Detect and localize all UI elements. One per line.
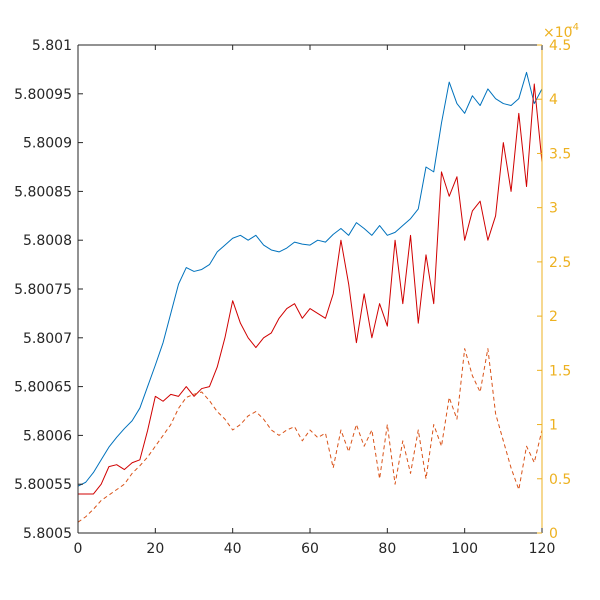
- x-tick-label: 80: [378, 541, 396, 557]
- y-right-exponent-power: -4: [569, 22, 579, 33]
- y-left-tick-label: 5.80075: [14, 282, 72, 298]
- y-right-tick-label: 2: [549, 309, 558, 325]
- y-left-tick-label: 5.8009: [23, 136, 72, 152]
- y-left-tick-label: 5.8006: [23, 428, 72, 444]
- y-left-tick-label: 5.80095: [14, 87, 72, 103]
- x-tick-label: 20: [146, 541, 164, 557]
- y-right-tick-label: 3.5: [549, 146, 571, 162]
- series-line-1: [78, 83, 543, 495]
- y-right-tick-label: 1.5: [549, 363, 571, 379]
- x-tick-label: 120: [529, 541, 556, 557]
- series-line-2: [77, 348, 543, 523]
- y-right-tick-label: 4: [549, 92, 558, 108]
- y-right-tick-label: 1: [549, 418, 558, 434]
- y-left-tick-label: 5.8007: [23, 331, 72, 347]
- y-right-tick-label: 0.5: [549, 472, 571, 488]
- y-left-tick-label: 5.8005: [23, 526, 72, 542]
- y-left-tick-label: 5.80085: [14, 184, 72, 200]
- series-line-0: [77, 71, 543, 487]
- x-tick-label: 0: [74, 541, 83, 557]
- y-right-exponent-base: ×10: [543, 25, 573, 41]
- x-tick-label: 100: [451, 541, 478, 557]
- x-tick-label: 60: [301, 541, 319, 557]
- y-right-tick-label: 0: [549, 526, 558, 542]
- y-right-tick-label: 2.5: [549, 255, 571, 271]
- y-right-tick-label: 3: [549, 201, 558, 217]
- y-left-tick-label: 5.8008: [23, 233, 72, 249]
- y-left-tick-label: 5.801: [32, 38, 72, 54]
- y-right-tick-label: 4.5: [549, 38, 571, 54]
- x-tick-label: 40: [224, 541, 242, 557]
- y-left-tick-label: 5.80065: [14, 380, 72, 396]
- y-left-tick-label: 5.80055: [14, 477, 72, 493]
